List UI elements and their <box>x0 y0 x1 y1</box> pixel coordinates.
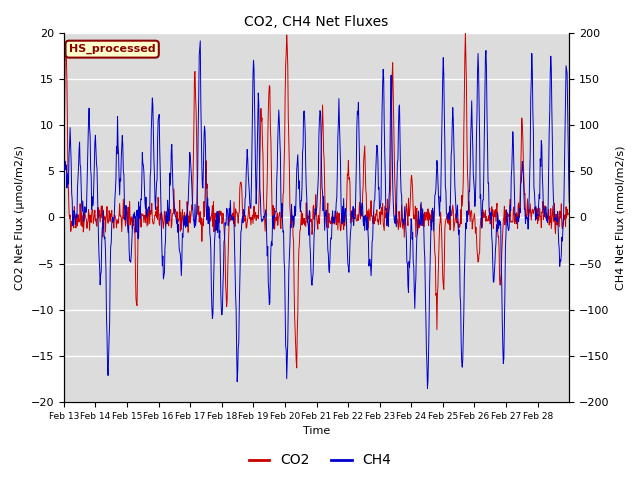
Y-axis label: CH4 Net Flux (nmol/m2/s): CH4 Net Flux (nmol/m2/s) <box>615 145 625 290</box>
Y-axis label: CO2 Net Flux (μmol/m2/s): CO2 Net Flux (μmol/m2/s) <box>15 145 25 290</box>
Title: CO2, CH4 Net Fluxes: CO2, CH4 Net Fluxes <box>244 15 388 29</box>
X-axis label: Time: Time <box>303 426 330 436</box>
Legend: CO2, CH4: CO2, CH4 <box>243 448 397 473</box>
Text: HS_processed: HS_processed <box>69 44 156 54</box>
